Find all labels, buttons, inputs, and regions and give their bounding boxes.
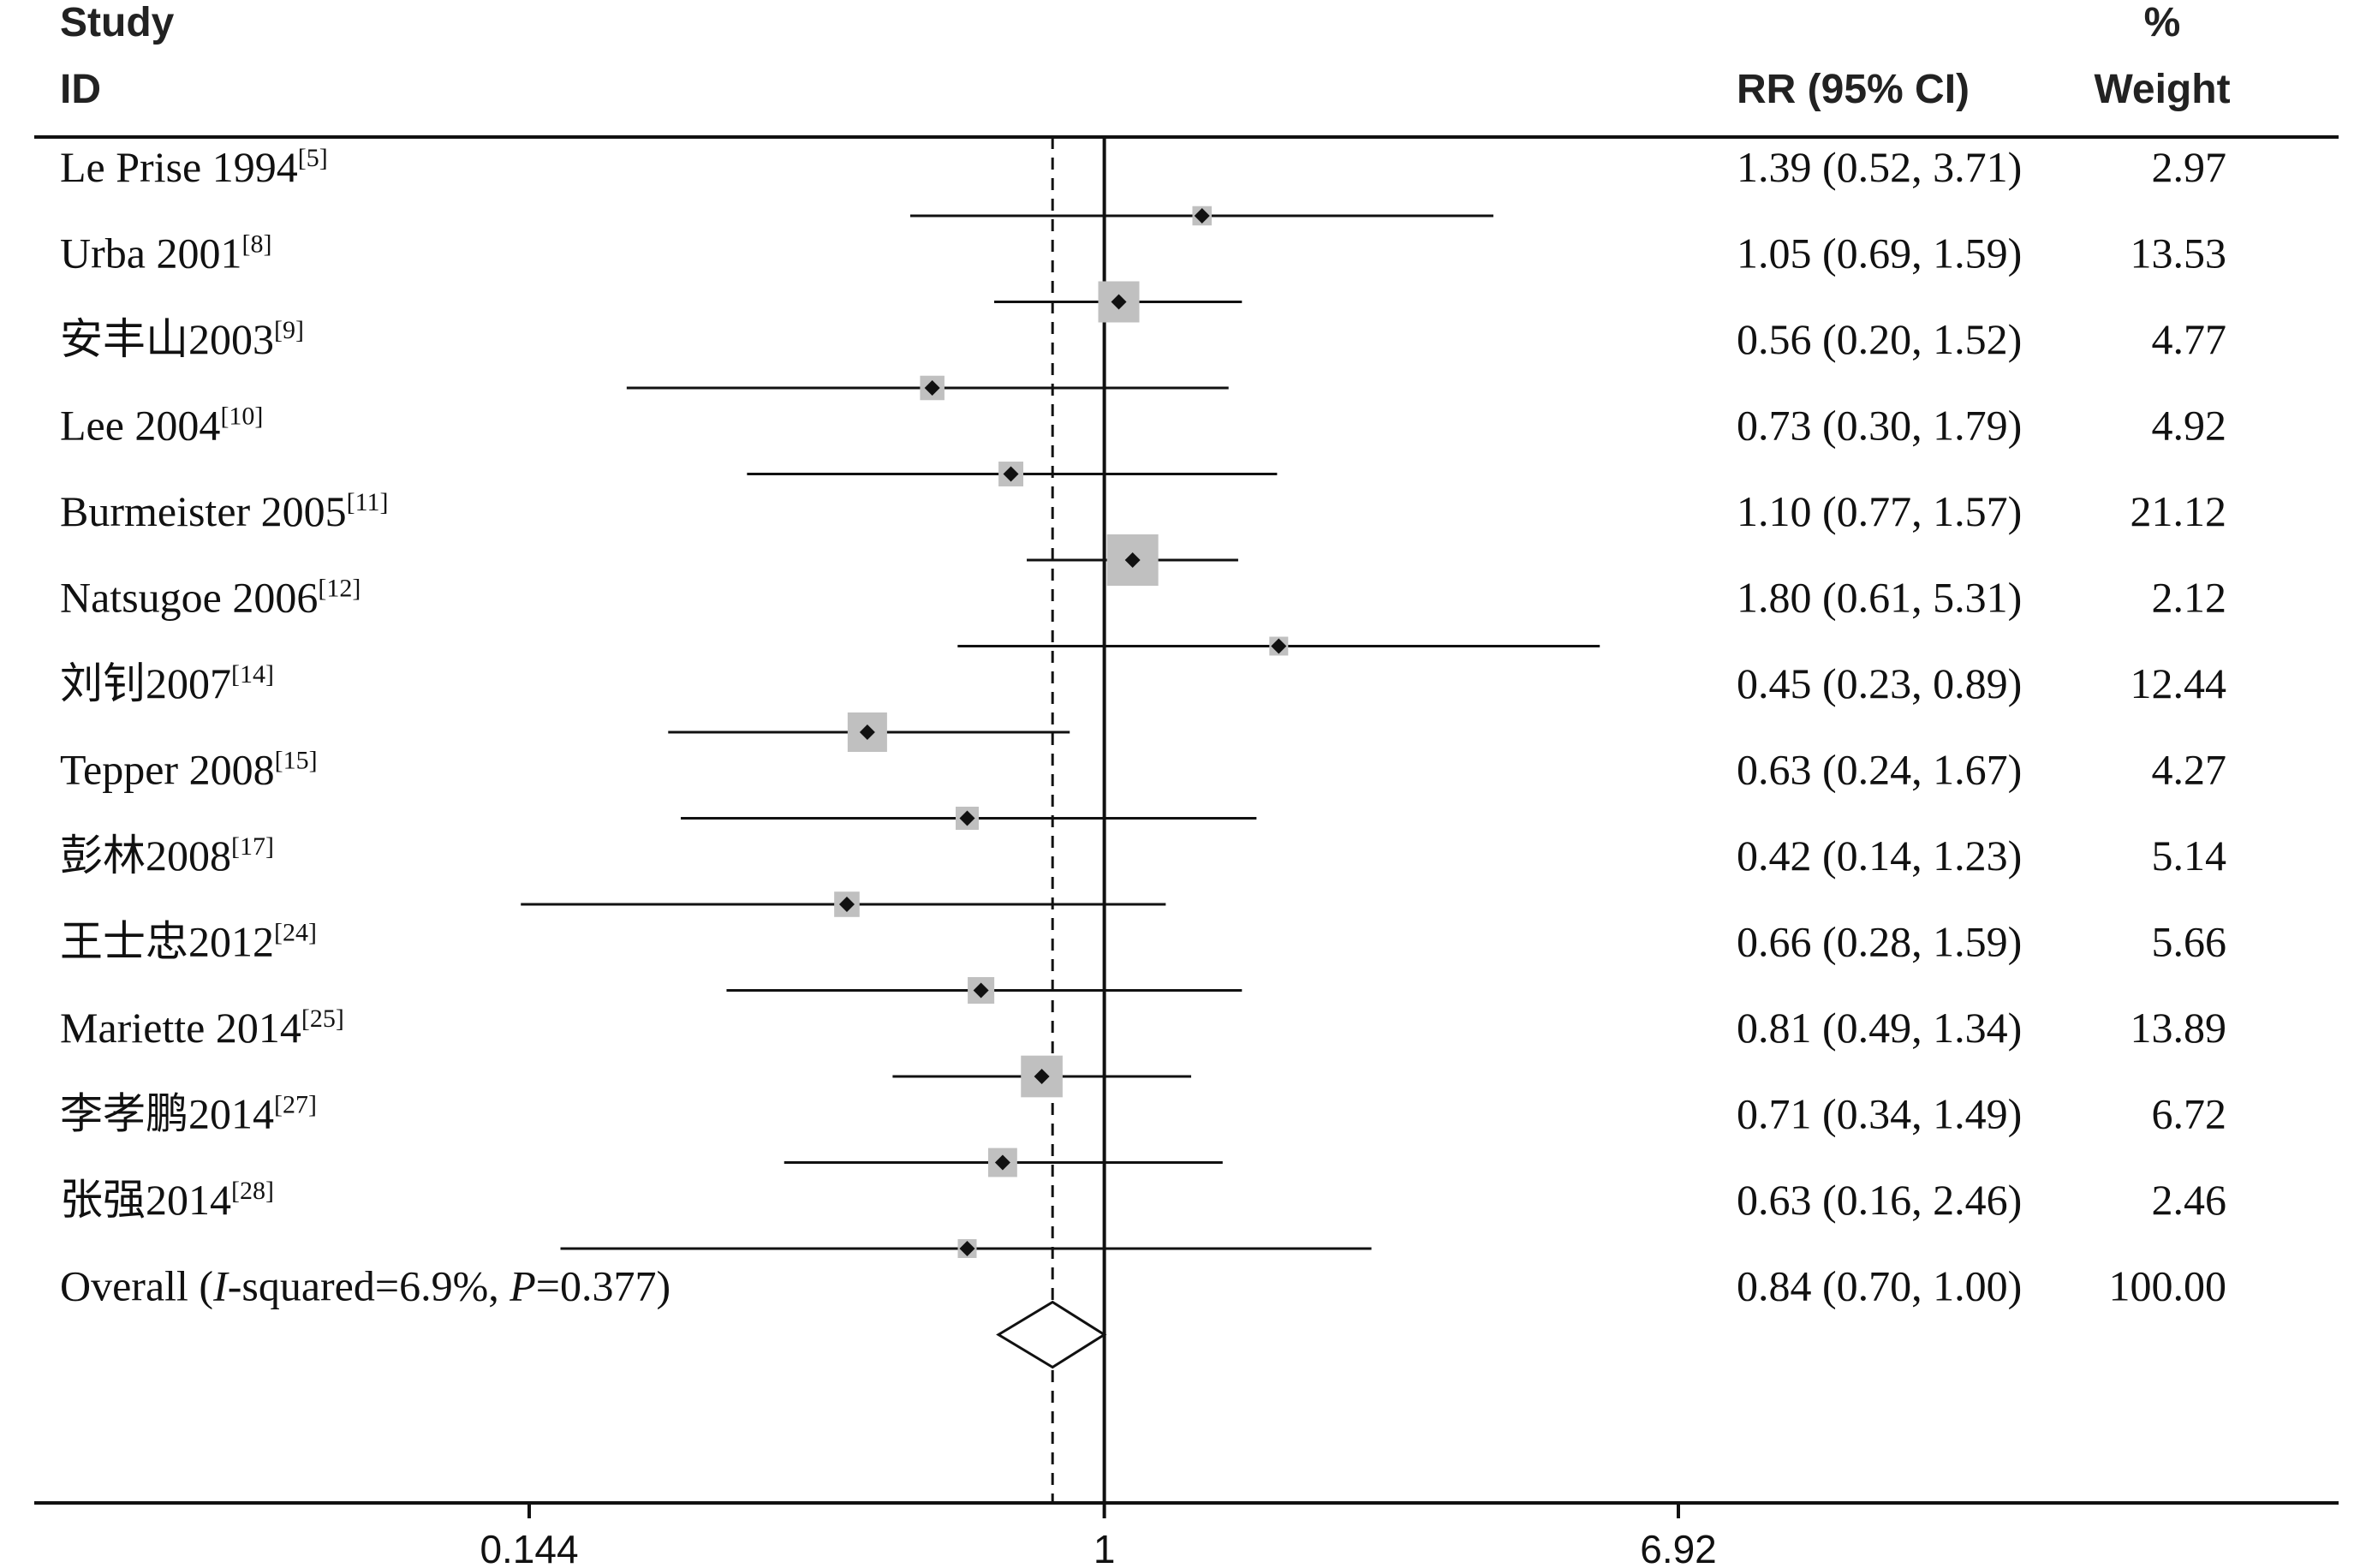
study-label: 张强2014[28] xyxy=(60,1176,274,1224)
study-weight: 2.12 xyxy=(2152,574,2227,622)
header-study: Study xyxy=(60,0,175,45)
overall-label-part: =0.377) xyxy=(536,1262,670,1310)
point-estimate xyxy=(959,1241,975,1256)
point-estimate xyxy=(1111,294,1127,310)
overall-rr-ci: 0.84 (0.70, 1.00) xyxy=(1737,1262,2022,1310)
study-weight: 4.92 xyxy=(2152,402,2227,450)
overall-label: Overall (I-squared=6.9%, P=0.377) xyxy=(60,1262,670,1310)
study-reference: [14] xyxy=(231,660,274,689)
study-rr-ci: 0.66 (0.28, 1.59) xyxy=(1737,918,2022,966)
study-label: Le Prise 1994[5] xyxy=(60,143,328,191)
study-weight: 21.12 xyxy=(2131,487,2227,535)
overall-label-part: I xyxy=(212,1262,229,1310)
point-estimate xyxy=(838,897,855,912)
study-weight: 4.27 xyxy=(2152,746,2227,794)
study-rr-ci: 1.80 (0.61, 5.31) xyxy=(1737,574,2022,622)
study-weight: 2.97 xyxy=(2152,143,2227,191)
study-name: Le Prise 1994 xyxy=(60,143,298,191)
study-reference: [25] xyxy=(301,1005,344,1033)
study-weight: 5.14 xyxy=(2152,832,2227,879)
study-name: 张强2014 xyxy=(60,1176,231,1224)
x-tick-label: 6.92 xyxy=(1640,1527,1717,1568)
study-label: Mariette 2014[25] xyxy=(60,1004,344,1052)
study-rr-ci: 0.63 (0.24, 1.67) xyxy=(1737,746,2022,794)
point-estimate xyxy=(1003,466,1019,482)
study-label: 刘钊2007[14] xyxy=(60,659,274,707)
study-reference: [10] xyxy=(220,402,263,431)
x-axis-ticks: 0.144 1 6.92 xyxy=(480,1503,1717,1568)
study-rr-ci: 1.05 (0.69, 1.59) xyxy=(1737,230,2022,277)
point-estimate xyxy=(1124,552,1141,568)
study-name: Natsugoe 2006 xyxy=(60,574,318,622)
study-reference: [24] xyxy=(274,919,317,947)
header-rr-ci: RR (95% CI) xyxy=(1737,67,1970,112)
study-reference: [17] xyxy=(231,832,274,861)
point-estimate xyxy=(1034,1069,1050,1084)
study-label: Lee 2004[10] xyxy=(60,402,263,450)
study-reference: [9] xyxy=(274,316,304,344)
study-reference: [8] xyxy=(241,230,271,259)
study-label: Urba 2001[8] xyxy=(60,230,271,277)
overall-label-part: Overall ( xyxy=(60,1262,213,1310)
point-estimate xyxy=(994,1154,1010,1171)
study-rr-ci: 0.63 (0.16, 2.46) xyxy=(1737,1176,2022,1224)
overall-label-part: P xyxy=(509,1262,536,1310)
study-reference: [28] xyxy=(231,1177,274,1205)
header-id: ID xyxy=(60,67,101,112)
study-weight: 2.46 xyxy=(2152,1176,2227,1224)
study-name: 安丰山2003 xyxy=(60,315,274,363)
plot-marks xyxy=(521,137,1600,1503)
overall-label-part: -squared=6.9%, xyxy=(228,1262,510,1310)
overall-weight: 100.00 xyxy=(2109,1262,2227,1310)
study-reference: [15] xyxy=(275,747,318,775)
study-rr-ci: 1.39 (0.52, 3.71) xyxy=(1737,143,2022,191)
point-estimate xyxy=(959,810,975,826)
header-weight: Weight xyxy=(2094,67,2230,112)
study-name: 王士忠2012 xyxy=(60,918,274,966)
study-name: Tepper 2008 xyxy=(60,746,275,794)
study-name: Urba 2001 xyxy=(60,230,241,277)
study-weight: 5.66 xyxy=(2152,918,2227,966)
study-name: Burmeister 2005 xyxy=(60,487,347,535)
study-rr-ci: 0.42 (0.14, 1.23) xyxy=(1737,832,2022,879)
study-weight: 12.44 xyxy=(2131,659,2227,707)
x-tick-label: 1 xyxy=(1094,1527,1116,1568)
study-rr-ci: 1.10 (0.77, 1.57) xyxy=(1737,487,2022,535)
study-rr-ci: 0.81 (0.49, 1.34) xyxy=(1737,1004,2022,1052)
study-rows: Le Prise 1994[5] 1.39 (0.52, 3.71) 2.97 Urb… xyxy=(60,143,2226,1310)
study-label: 王士忠2012[24] xyxy=(60,918,317,966)
study-rr-ci: 0.45 (0.23, 0.89) xyxy=(1737,659,2022,707)
point-estimate xyxy=(973,982,989,999)
study-name: Lee 2004 xyxy=(60,402,220,450)
study-rr-ci: 0.71 (0.34, 1.49) xyxy=(1737,1090,2022,1138)
study-weight: 6.72 xyxy=(2152,1090,2227,1138)
x-tick-label: 0.144 xyxy=(480,1527,578,1568)
overall-diamond xyxy=(996,1300,1107,1369)
study-reference: [5] xyxy=(298,144,328,172)
study-label: 安丰山2003[9] xyxy=(60,315,304,363)
study-reference: [12] xyxy=(318,575,361,603)
point-estimate xyxy=(859,724,875,740)
study-reference: [27] xyxy=(274,1091,317,1119)
study-weight: 13.89 xyxy=(2131,1004,2227,1052)
study-rr-ci: 0.73 (0.30, 1.79) xyxy=(1737,402,2022,450)
study-reference: [11] xyxy=(347,488,389,516)
study-weight: 13.53 xyxy=(2131,230,2227,277)
header-percent: % xyxy=(2144,0,2181,45)
study-label: Burmeister 2005[11] xyxy=(60,487,389,535)
study-label: 彭林2008[17] xyxy=(60,832,274,879)
study-name: 刘钊2007 xyxy=(60,659,231,707)
point-estimate xyxy=(1194,208,1210,224)
point-estimate xyxy=(1271,638,1287,654)
study-label: Natsugoe 2006[12] xyxy=(60,574,361,622)
study-name: 彭林2008 xyxy=(60,832,231,879)
study-rr-ci: 0.56 (0.20, 1.52) xyxy=(1737,315,2022,363)
study-name: Mariette 2014 xyxy=(60,1004,301,1052)
study-name: 李孝鹏2014 xyxy=(60,1090,274,1138)
study-weight: 4.77 xyxy=(2152,315,2227,363)
study-label: Tepper 2008[15] xyxy=(60,746,318,794)
point-estimate xyxy=(924,380,940,396)
study-label: 李孝鹏2014[27] xyxy=(60,1090,317,1138)
